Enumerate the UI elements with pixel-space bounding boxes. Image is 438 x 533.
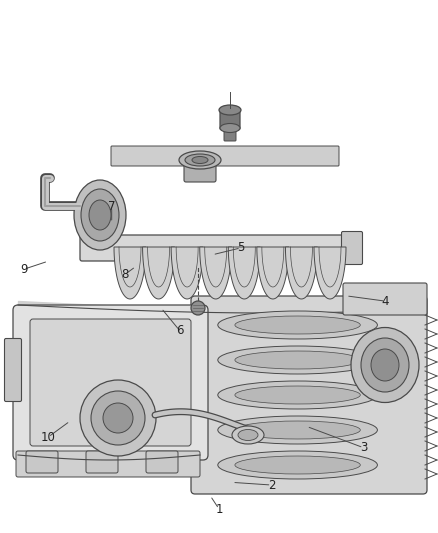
Ellipse shape: [218, 381, 378, 409]
FancyBboxPatch shape: [184, 158, 216, 182]
Circle shape: [80, 380, 156, 456]
FancyBboxPatch shape: [342, 231, 363, 264]
Text: 3: 3: [360, 441, 367, 454]
Polygon shape: [171, 247, 203, 299]
Ellipse shape: [74, 180, 126, 250]
Text: 9: 9: [20, 263, 28, 276]
Ellipse shape: [220, 124, 240, 133]
FancyBboxPatch shape: [191, 296, 427, 494]
Text: 5: 5: [237, 241, 244, 254]
Text: 6: 6: [176, 324, 184, 337]
Ellipse shape: [192, 157, 208, 164]
Ellipse shape: [361, 338, 409, 392]
Polygon shape: [257, 247, 289, 299]
Ellipse shape: [219, 105, 241, 115]
Ellipse shape: [235, 421, 360, 439]
Ellipse shape: [179, 151, 221, 169]
Polygon shape: [314, 247, 346, 299]
Ellipse shape: [81, 189, 119, 241]
Ellipse shape: [235, 386, 360, 404]
FancyBboxPatch shape: [111, 146, 339, 166]
Polygon shape: [228, 247, 260, 299]
FancyBboxPatch shape: [220, 108, 240, 130]
Text: 7: 7: [108, 200, 116, 213]
FancyBboxPatch shape: [224, 129, 236, 141]
Text: 10: 10: [41, 431, 56, 443]
FancyBboxPatch shape: [80, 235, 350, 261]
Ellipse shape: [235, 456, 360, 474]
Ellipse shape: [89, 200, 111, 230]
FancyBboxPatch shape: [4, 338, 21, 401]
FancyBboxPatch shape: [86, 451, 118, 473]
Circle shape: [103, 403, 133, 433]
Circle shape: [191, 301, 205, 315]
FancyBboxPatch shape: [13, 305, 208, 460]
Ellipse shape: [351, 327, 419, 402]
Ellipse shape: [218, 346, 378, 374]
FancyBboxPatch shape: [26, 451, 58, 473]
FancyBboxPatch shape: [30, 319, 191, 446]
Text: 1: 1: [215, 503, 223, 515]
Ellipse shape: [235, 316, 360, 334]
Polygon shape: [143, 247, 175, 299]
Ellipse shape: [238, 430, 258, 440]
FancyBboxPatch shape: [146, 451, 178, 473]
Polygon shape: [200, 247, 232, 299]
Ellipse shape: [232, 426, 264, 444]
Circle shape: [91, 391, 145, 445]
Text: 2: 2: [268, 479, 276, 491]
Ellipse shape: [218, 416, 378, 444]
Ellipse shape: [235, 351, 360, 369]
FancyBboxPatch shape: [343, 283, 427, 315]
Text: 8: 8: [121, 268, 128, 281]
Text: 4: 4: [381, 295, 389, 308]
Ellipse shape: [185, 154, 215, 166]
Polygon shape: [114, 247, 146, 299]
Ellipse shape: [218, 451, 378, 479]
FancyBboxPatch shape: [16, 451, 200, 477]
Ellipse shape: [218, 311, 378, 339]
Polygon shape: [286, 247, 318, 299]
Ellipse shape: [371, 349, 399, 381]
